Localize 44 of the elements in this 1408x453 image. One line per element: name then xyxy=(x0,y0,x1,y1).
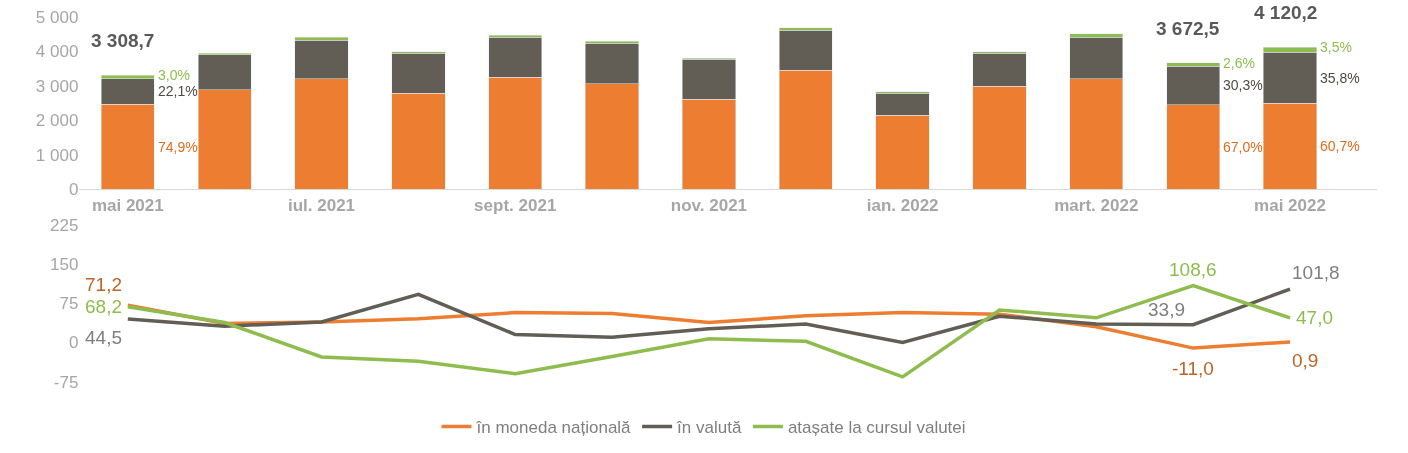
legend-label: atașate la cursul valutei xyxy=(787,418,966,438)
x-tick-label: ian. 2022 xyxy=(866,195,939,215)
y-tick-label: 0 xyxy=(68,333,79,353)
data-label: 47,0 xyxy=(1296,307,1333,328)
x-tick-label: mai 2021 xyxy=(91,195,164,215)
y-tick-label: 2 000 xyxy=(35,111,79,131)
x-tick-label: sept. 2021 xyxy=(474,195,557,215)
line-series xyxy=(126,283,1292,379)
y-tick-label: 0 xyxy=(68,180,79,200)
annotation: 22,1% xyxy=(158,83,198,99)
total-label: 3 672,5 xyxy=(1156,18,1220,39)
y-tick-label: -75 xyxy=(53,372,79,392)
annotation: 60,7% xyxy=(1320,138,1360,154)
y-tick-label: 4 000 xyxy=(35,42,79,62)
y-tick-label: 75 xyxy=(59,294,79,314)
y-tick-label: 3 000 xyxy=(35,76,79,96)
data-label: 108,6 xyxy=(1169,259,1217,280)
annotation: 30,3% xyxy=(1223,77,1263,93)
data-label: 71,2 xyxy=(85,274,122,295)
annotation: 2,6% xyxy=(1223,55,1255,71)
data-label: 33,9 xyxy=(1148,299,1185,320)
x-tick-label: nov. 2021 xyxy=(670,195,748,215)
total-label: 4 120,2 xyxy=(1254,2,1318,23)
annotation: 67,0% xyxy=(1223,139,1263,155)
annotation: 35,8% xyxy=(1320,70,1360,86)
data-label: -11,0 xyxy=(1172,358,1214,379)
x-tick-label: iul. 2021 xyxy=(287,195,356,215)
annotation: 74,9% xyxy=(158,139,198,155)
total-label: 3 308,7 xyxy=(91,30,155,51)
x-tick-label: mart. 2022 xyxy=(1054,195,1139,215)
data-label: 44,5 xyxy=(85,327,122,348)
y-tick-label: 5 000 xyxy=(35,7,79,27)
annotation: 3,5% xyxy=(1320,39,1352,55)
x-tick-label: mai 2022 xyxy=(1254,195,1326,215)
data-label: 68,2 xyxy=(85,296,122,317)
annotation: 3,0% xyxy=(158,67,190,83)
y-tick-label: 1 000 xyxy=(35,145,79,165)
y-tick-label: 225 xyxy=(50,215,79,235)
line-series xyxy=(126,287,1292,345)
y-tick-label: 150 xyxy=(50,254,79,274)
legend-label: în valută xyxy=(676,418,742,438)
data-label: 0,9 xyxy=(1292,350,1319,371)
data-label: 101,8 xyxy=(1292,262,1340,283)
legend-label: în moneda națională xyxy=(475,418,632,438)
